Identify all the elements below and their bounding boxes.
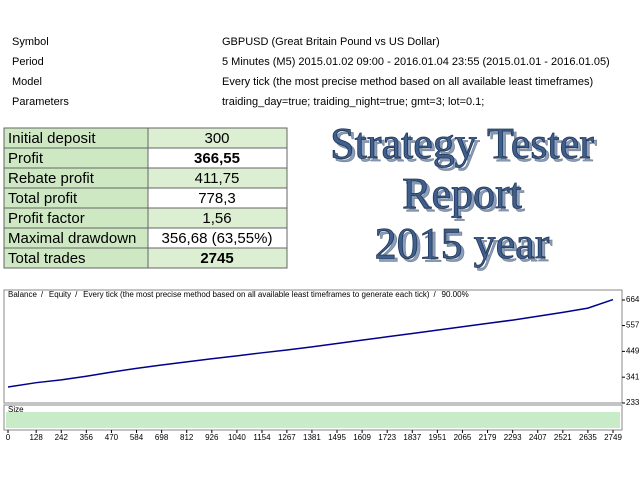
legend-sep: /	[41, 290, 44, 299]
row-label: Total profit	[8, 190, 78, 207]
legend-item: Every tick (the most precise method base…	[83, 290, 430, 299]
y-tick-label: 664	[626, 295, 640, 304]
legend-item: Equity	[49, 290, 71, 299]
legend-sep: /	[75, 290, 78, 299]
row-value: 366,55	[194, 150, 240, 167]
row-value: 2745	[200, 250, 233, 267]
x-tick-label: 0	[6, 433, 11, 442]
banner-shadow: Report	[405, 172, 525, 221]
x-tick-label: 128	[29, 433, 43, 442]
x-tick-label: 1154	[253, 433, 271, 442]
cell-bg	[147, 247, 288, 269]
x-tick-label: 812	[180, 433, 194, 442]
legend-item: 90.00%	[442, 290, 469, 299]
x-tick-label: 2179	[479, 433, 497, 442]
row-value: 300	[204, 130, 229, 147]
x-tick-label: 1837	[403, 433, 421, 442]
x-tick-label: 584	[130, 433, 144, 442]
row-label: Profit	[8, 150, 44, 167]
row-value: 1,56	[202, 210, 231, 227]
x-tick-label: 1609	[353, 433, 371, 442]
row-label: Initial deposit	[8, 130, 96, 147]
row-value: 778,3	[198, 190, 236, 207]
balance-line	[7, 298, 614, 388]
y-tick-label: 341	[626, 372, 640, 381]
size-label: Size	[8, 405, 24, 414]
header-value: 5 Minutes (M5) 2015.01.02 09:00 - 2016.0…	[222, 56, 610, 68]
x-tick-label: 1267	[278, 433, 296, 442]
x-tick-label: 1381	[303, 433, 321, 442]
x-tick-label: 2065	[454, 433, 472, 442]
x-tick-label: 356	[80, 433, 94, 442]
x-tick-label: 242	[55, 433, 69, 442]
x-tick-label: 698	[155, 433, 169, 442]
row-label: Total trades	[8, 250, 86, 267]
header-label: Model	[12, 76, 42, 88]
x-tick-label: 2407	[529, 433, 547, 442]
x-tick-label: 2749	[604, 433, 622, 442]
x-tick-label: 470	[105, 433, 119, 442]
header-value: GBPUSD (Great Britain Pound vs US Dollar…	[222, 36, 440, 48]
size-band	[6, 412, 620, 428]
row-label: Maximal drawdown	[8, 230, 136, 247]
x-tick-label: 1040	[228, 433, 246, 442]
y-tick-label: 557	[626, 321, 640, 330]
legend-sep: /	[434, 290, 437, 299]
x-tick-label: 2293	[504, 433, 522, 442]
y-tick-label: 449	[626, 346, 640, 355]
banner-line: Strategy Tester	[330, 119, 594, 168]
row-value: 411,75	[195, 170, 240, 187]
header-label: Parameters	[12, 96, 69, 108]
header-value: Every tick (the most precise method base…	[222, 76, 593, 88]
y-tick-label: 233	[626, 398, 640, 407]
header-value: traiding_day=true; traiding_night=true; …	[222, 96, 484, 108]
x-tick-label: 2521	[554, 433, 572, 442]
banner-shadow: Strategy Tester	[333, 122, 597, 171]
x-tick-label: 926	[205, 433, 219, 442]
banner-shadow: 2015 year	[378, 222, 553, 271]
banner-line: Report	[402, 169, 522, 218]
header-label: Symbol	[12, 36, 49, 48]
x-tick-label: 1495	[328, 433, 346, 442]
header-label: Period	[12, 56, 44, 68]
x-tick-label: 1723	[378, 433, 396, 442]
row-label: Profit factor	[8, 210, 85, 227]
legend-item: Balance	[8, 290, 37, 299]
x-tick-label: 2635	[579, 433, 597, 442]
row-label: Rebate profit	[8, 170, 95, 187]
x-tick-label: 1951	[428, 433, 446, 442]
row-value: 356,68 (63,55%)	[162, 230, 273, 247]
banner-line: 2015 year	[375, 219, 550, 268]
